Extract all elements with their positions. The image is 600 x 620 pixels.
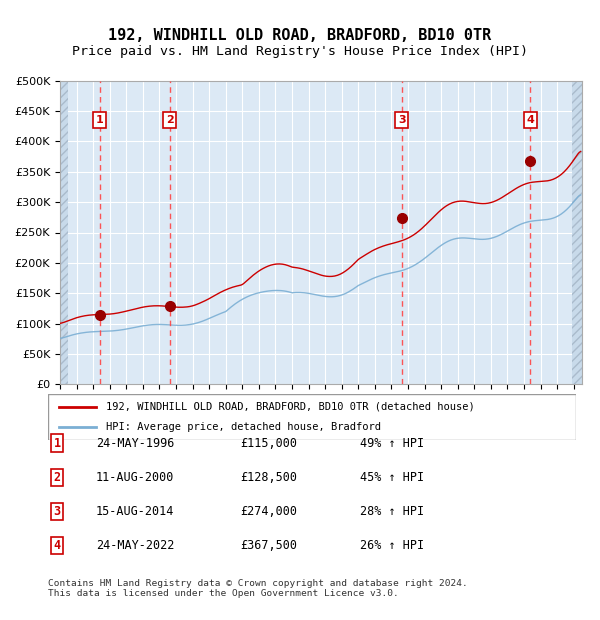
Text: 1: 1 xyxy=(96,115,103,125)
Text: 4: 4 xyxy=(527,115,535,125)
Text: Contains HM Land Registry data © Crown copyright and database right 2024.
This d: Contains HM Land Registry data © Crown c… xyxy=(48,579,468,598)
Text: 26% ↑ HPI: 26% ↑ HPI xyxy=(360,539,424,552)
Text: £367,500: £367,500 xyxy=(240,539,297,552)
Text: 4: 4 xyxy=(53,539,61,552)
Text: 11-AUG-2000: 11-AUG-2000 xyxy=(96,471,175,484)
Text: 49% ↑ HPI: 49% ↑ HPI xyxy=(360,437,424,450)
Text: HPI: Average price, detached house, Bradford: HPI: Average price, detached house, Brad… xyxy=(106,422,381,432)
Text: 3: 3 xyxy=(398,115,406,125)
Text: £274,000: £274,000 xyxy=(240,505,297,518)
Text: £128,500: £128,500 xyxy=(240,471,297,484)
Text: 192, WINDHILL OLD ROAD, BRADFORD, BD10 0TR: 192, WINDHILL OLD ROAD, BRADFORD, BD10 0… xyxy=(109,28,491,43)
Text: 24-MAY-2022: 24-MAY-2022 xyxy=(96,539,175,552)
Text: 15-AUG-2014: 15-AUG-2014 xyxy=(96,505,175,518)
Text: 1: 1 xyxy=(53,437,61,450)
Text: 2: 2 xyxy=(53,471,61,484)
Text: Price paid vs. HM Land Registry's House Price Index (HPI): Price paid vs. HM Land Registry's House … xyxy=(72,45,528,58)
Text: 24-MAY-1996: 24-MAY-1996 xyxy=(96,437,175,450)
Text: 3: 3 xyxy=(53,505,61,518)
Bar xyxy=(572,81,582,384)
Bar xyxy=(60,81,68,384)
Text: 45% ↑ HPI: 45% ↑ HPI xyxy=(360,471,424,484)
Text: 2: 2 xyxy=(166,115,173,125)
Text: £115,000: £115,000 xyxy=(240,437,297,450)
Text: 28% ↑ HPI: 28% ↑ HPI xyxy=(360,505,424,518)
Text: 192, WINDHILL OLD ROAD, BRADFORD, BD10 0TR (detached house): 192, WINDHILL OLD ROAD, BRADFORD, BD10 0… xyxy=(106,402,475,412)
FancyBboxPatch shape xyxy=(48,394,576,440)
